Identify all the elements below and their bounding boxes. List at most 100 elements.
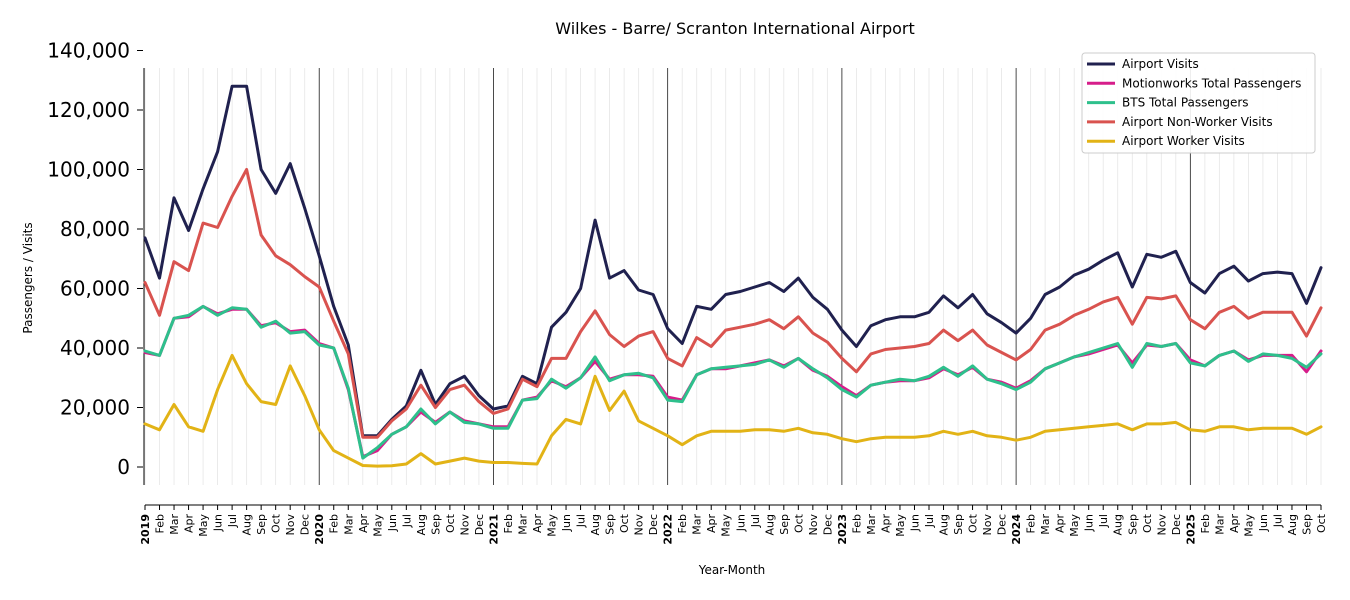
x-tick-label: Nov	[458, 514, 471, 536]
x-tick-label-year: 2019	[139, 514, 152, 545]
legend-box	[1081, 52, 1316, 154]
x-tick-label-year: 2020	[313, 514, 326, 545]
series-line-airport-visits	[143, 84, 1323, 438]
x-tick-label: Feb	[676, 514, 689, 533]
x-tick-label: May	[546, 514, 559, 537]
x-tick-labels: 2019 Feb Mar Apr May Jun Jul Aug Sep Oct Nov Dec 202…	[139, 505, 1328, 545]
y-tick-label: 20,000	[60, 396, 130, 420]
legend-label-airport-non-worker-visits: Airport Non-Worker Visits	[1122, 115, 1273, 129]
x-tick-label: Jul	[1271, 514, 1284, 528]
x-tick-label: Oct	[618, 513, 631, 533]
series-line-airport-worker-visits	[143, 353, 1323, 468]
x-tick-label: Nov	[981, 514, 994, 536]
x-tick-label: Mar	[691, 514, 704, 535]
x-tick-label: Sep	[604, 514, 617, 535]
x-tick-label: Feb	[1199, 514, 1212, 533]
x-tick-label: Mar	[1039, 514, 1052, 535]
x-tick-label: Sep	[778, 514, 791, 535]
axes	[143, 68, 1321, 506]
x-tick-label: May	[720, 514, 733, 537]
x-tick-label: Oct	[792, 513, 805, 533]
x-tick-label: Aug	[589, 514, 602, 535]
x-tick-label: Jul	[575, 514, 588, 528]
x-tick-label: Jun	[386, 514, 399, 532]
x-tick-label: Sep	[952, 514, 965, 535]
x-tick-label: Dec	[1170, 514, 1183, 535]
x-tick-label: Jun	[560, 514, 573, 532]
legend-label-motionworks-total-passengers: Motionworks Total Passengers	[1122, 76, 1301, 90]
x-tick-label: Apr	[1054, 514, 1067, 534]
x-tick-label: Sep	[429, 514, 442, 535]
x-tick-label: Apr	[705, 514, 718, 534]
x-tick-label: Aug	[763, 514, 776, 535]
x-tick-label: Aug	[241, 514, 254, 535]
y-axis-label: Passengers / Visits	[21, 222, 35, 333]
x-tick-label: Oct	[1315, 513, 1328, 533]
x-tick-label: Mar	[516, 514, 529, 535]
x-tick-label: Feb	[850, 514, 863, 533]
x-tick-label: Dec	[821, 514, 834, 535]
x-tick-label: Nov	[807, 514, 820, 536]
x-tick-label: Dec	[299, 514, 312, 535]
x-tick-label: Jun	[908, 514, 921, 532]
y-tick-label: 80,000	[60, 217, 130, 241]
x-tick-label: Mar	[342, 514, 355, 535]
series-line-airport-non-worker-visits	[143, 168, 1323, 439]
x-tick-label: May	[894, 514, 907, 537]
y-tick-labels: 0 20,000 40,000 60,000 80,000 100,000 120,000 1…	[47, 39, 143, 479]
x-tick-label: Feb	[154, 514, 167, 533]
x-tick-label: Apr	[879, 514, 892, 534]
x-tick-label: Nov	[284, 514, 297, 536]
x-tick-label: Feb	[502, 514, 515, 533]
series-lines	[143, 84, 1323, 468]
x-tick-label: Oct	[967, 513, 980, 533]
x-tick-label: Dec	[473, 514, 486, 535]
y-tick-label: 100,000	[47, 158, 130, 182]
y-tick-label: 60,000	[60, 277, 130, 301]
x-tick-label: May	[1242, 514, 1255, 537]
y-tick-label: 120,000	[47, 98, 130, 122]
year-separators	[318, 68, 1191, 485]
x-tick-label: Aug	[415, 514, 428, 535]
x-tick-label: Jul	[1097, 514, 1110, 528]
x-tick-label: Jul	[749, 514, 762, 528]
x-axis-label: Year-Month	[698, 563, 766, 577]
x-tick-label: Oct	[1141, 513, 1154, 533]
x-tick-label: Aug	[1112, 514, 1125, 535]
x-tick-label: Apr	[1228, 514, 1241, 534]
x-tick-label: Jun	[212, 514, 225, 532]
x-tick-label: Mar	[168, 514, 181, 535]
x-tick-label: Apr	[531, 514, 544, 534]
x-tick-label: Dec	[996, 514, 1009, 535]
x-tick-label-year: 2024	[1010, 514, 1023, 545]
x-tick-label: Mar	[1213, 514, 1226, 535]
x-tick-label: Feb	[1025, 514, 1038, 533]
x-tick-label: Sep	[1300, 514, 1313, 535]
x-tick-label: Aug	[938, 514, 951, 535]
x-tick-label: Jun	[1257, 514, 1270, 532]
x-tick-label: May	[197, 514, 210, 537]
x-tick-label: Feb	[328, 514, 341, 533]
x-tick-label: Dec	[647, 514, 660, 535]
x-tick-label: Jul	[923, 514, 936, 528]
x-tick-label: Nov	[633, 514, 646, 536]
chart-title: Wilkes - Barre/ Scranton International A…	[555, 19, 915, 38]
x-tick-label-year: 2021	[487, 514, 500, 545]
y-tick-label: 40,000	[60, 336, 130, 360]
y-tick-label: 0	[117, 455, 130, 479]
x-tick-label: Sep	[255, 514, 268, 535]
x-tick-label: Apr	[357, 514, 370, 534]
x-tick-label-year: 2025	[1184, 514, 1197, 545]
x-tick-label: Nov	[1155, 514, 1168, 536]
x-tick-label: Jul	[400, 514, 413, 528]
x-tick-label: Sep	[1126, 514, 1139, 535]
x-tick-label: Jun	[734, 514, 747, 532]
legend-label-bts-total-passengers: BTS Total Passengers	[1122, 96, 1249, 110]
x-tick-label-year: 2023	[836, 514, 849, 545]
legend: Airport Visits Motionworks Total Passenge…	[1081, 52, 1316, 154]
y-tick-label: 140,000	[47, 39, 130, 63]
x-tick-label: Oct	[270, 513, 283, 533]
x-tick-label: Oct	[444, 513, 457, 533]
x-tick-label-year: 2022	[662, 514, 675, 545]
